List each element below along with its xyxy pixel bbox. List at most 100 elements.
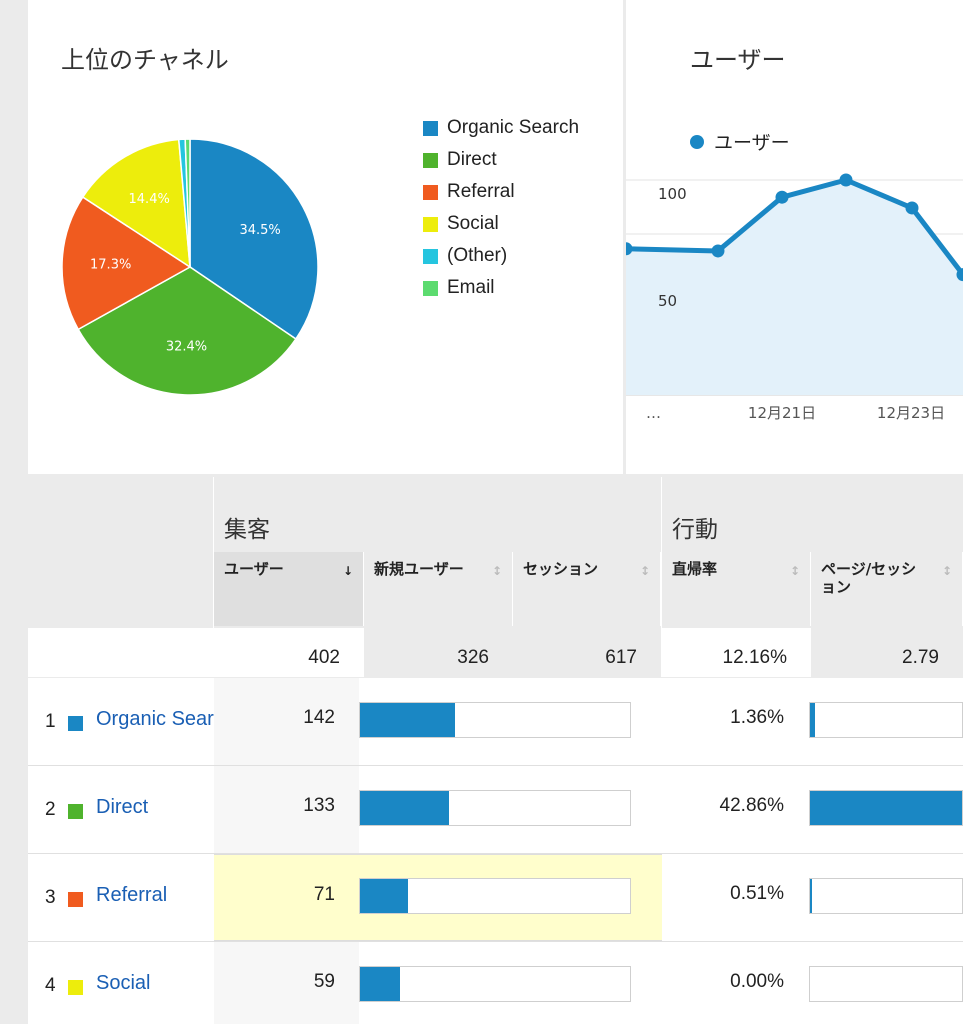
divider (28, 853, 963, 854)
legend-swatch (423, 248, 438, 264)
x-tick-label: 12月21日 (748, 404, 816, 422)
bounce-rate-value: 0.00% (662, 942, 809, 1024)
legend-swatch (423, 120, 438, 136)
users-value: 133 (214, 766, 359, 853)
pie-slice[interactable] (184, 138, 191, 268)
legend-item[interactable]: Direct (423, 148, 497, 172)
row-rank: 3 (45, 887, 56, 908)
data-point[interactable] (711, 244, 725, 258)
channel-color-swatch (68, 892, 83, 907)
total-pages-per-session: 2.79 (811, 628, 963, 677)
col-header-bounce-rate-label: 直帰率 (672, 560, 718, 578)
pie-data-label: 32.4% (166, 339, 207, 354)
row-rank: 2 (45, 799, 56, 820)
bounce-rate-bar (809, 878, 963, 914)
sort-icon: ↕ (941, 564, 952, 578)
legend-swatch (423, 280, 438, 296)
total-sessions: 617 (513, 628, 661, 677)
data-point[interactable] (905, 201, 919, 215)
users-share-bar (359, 790, 631, 826)
total-bounce-rate: 12.16% (662, 628, 811, 677)
channel-pie-chart: 34.5% 32.4% 17.3% 14.4% (61, 138, 319, 396)
pie-slice[interactable] (61, 196, 192, 331)
legend-item[interactable]: Email (423, 276, 495, 300)
table-row: 4 Social 59 0.00% (28, 942, 963, 1024)
channel-link[interactable]: Organic Search (96, 708, 214, 730)
legend-label: Referral (447, 181, 515, 202)
divider (28, 765, 963, 766)
x-tick-label: … (646, 404, 661, 422)
channel-color-swatch (68, 716, 83, 731)
area-fill (626, 180, 963, 395)
legend-item[interactable]: Social (423, 212, 499, 236)
bounce-rate-bar-fill (810, 791, 962, 825)
legend-swatch (423, 184, 438, 200)
users-share-bar (359, 702, 631, 738)
users-value: 59 (214, 942, 359, 1024)
dimension-header (28, 552, 213, 628)
users-share-bar (359, 878, 631, 914)
users-area-chart: 100 50 … 12月21日 12月23日 (626, 173, 963, 422)
col-header-new-users[interactable]: 新規ユーザー ↕ (364, 552, 513, 626)
legend-item[interactable]: (Other) (423, 244, 507, 268)
data-point[interactable] (775, 190, 789, 204)
legend-label: Direct (447, 149, 497, 170)
bounce-rate-bar (809, 702, 963, 738)
users-trend-legend-label: ユーザー (714, 132, 790, 154)
table-group-header (28, 477, 963, 552)
users-share-bar-fill (360, 791, 450, 825)
users-trend-panel: ユーザー ユーザー 100 50 … 12月21日 12月23日 (626, 0, 963, 474)
legend-swatch (423, 216, 438, 232)
table-row: 2 Direct 133 42.86% (28, 766, 963, 853)
data-point[interactable] (839, 173, 853, 187)
users-share-bar-fill (360, 967, 400, 1001)
legend-label: Organic Search (447, 117, 580, 138)
row-rank: 4 (45, 975, 56, 996)
users-share-bar-fill (360, 879, 408, 913)
row-rank: 1 (45, 711, 56, 732)
users-share-bar-fill (360, 703, 456, 737)
bounce-rate-value: 1.36% (662, 678, 809, 765)
pie-data-label: 14.4% (129, 192, 170, 207)
bounce-rate-bar-fill (810, 703, 815, 737)
group-behavior: 行動 (672, 517, 718, 543)
bounce-rate-bar (809, 966, 963, 1002)
x-tick-label: 12月23日 (877, 404, 945, 422)
channel-link[interactable]: Direct (96, 796, 149, 818)
channel-link[interactable]: Referral (96, 884, 168, 906)
users-value: 142 (214, 678, 359, 765)
channel-color-swatch (68, 804, 83, 819)
col-header-users[interactable]: ユーザー ↓ (214, 552, 364, 626)
data-point[interactable] (626, 242, 633, 256)
divider (28, 941, 963, 942)
top-channels-panel: 上位のチャネル 34.5% 32.4% 17.3% 14.4% Organic Sea… (28, 0, 623, 474)
divider (213, 477, 214, 677)
col-header-pages-per-session[interactable]: ページ/セッション ↕ (811, 552, 963, 626)
y-tick-label: 100 (658, 185, 687, 203)
total-new-users: 326 (364, 628, 513, 677)
users-value: 71 (214, 854, 359, 941)
col-header-users-label: ユーザー (224, 560, 284, 578)
channel-link[interactable]: Social (96, 972, 151, 994)
bounce-rate-value: 42.86% (662, 766, 809, 853)
col-header-new-users-label: 新規ユーザー (374, 560, 464, 578)
col-header-bounce-rate[interactable]: 直帰率 ↕ (662, 552, 811, 626)
table-row: 3 Referral 71 0.51% (28, 854, 963, 941)
legend-dot-icon (690, 134, 704, 149)
sort-icon: ↕ (789, 564, 800, 578)
legend-label: Email (447, 277, 495, 298)
pie-slice[interactable] (81, 138, 191, 269)
bounce-rate-value: 0.51% (662, 854, 809, 941)
legend-label: (Other) (447, 245, 508, 266)
users-line (626, 177, 963, 277)
sort-icon: ↕ (639, 564, 650, 578)
data-point[interactable] (956, 268, 963, 282)
divider (661, 477, 662, 677)
pie-data-label: 34.5% (239, 223, 280, 238)
pie-slice[interactable] (77, 266, 297, 396)
pie-slice[interactable] (189, 138, 319, 340)
legend-item[interactable]: Organic Search (423, 116, 579, 140)
col-header-sessions[interactable]: セッション ↕ (513, 552, 661, 626)
legend-item[interactable]: Referral (423, 180, 515, 204)
y-tick-label: 50 (658, 292, 677, 310)
